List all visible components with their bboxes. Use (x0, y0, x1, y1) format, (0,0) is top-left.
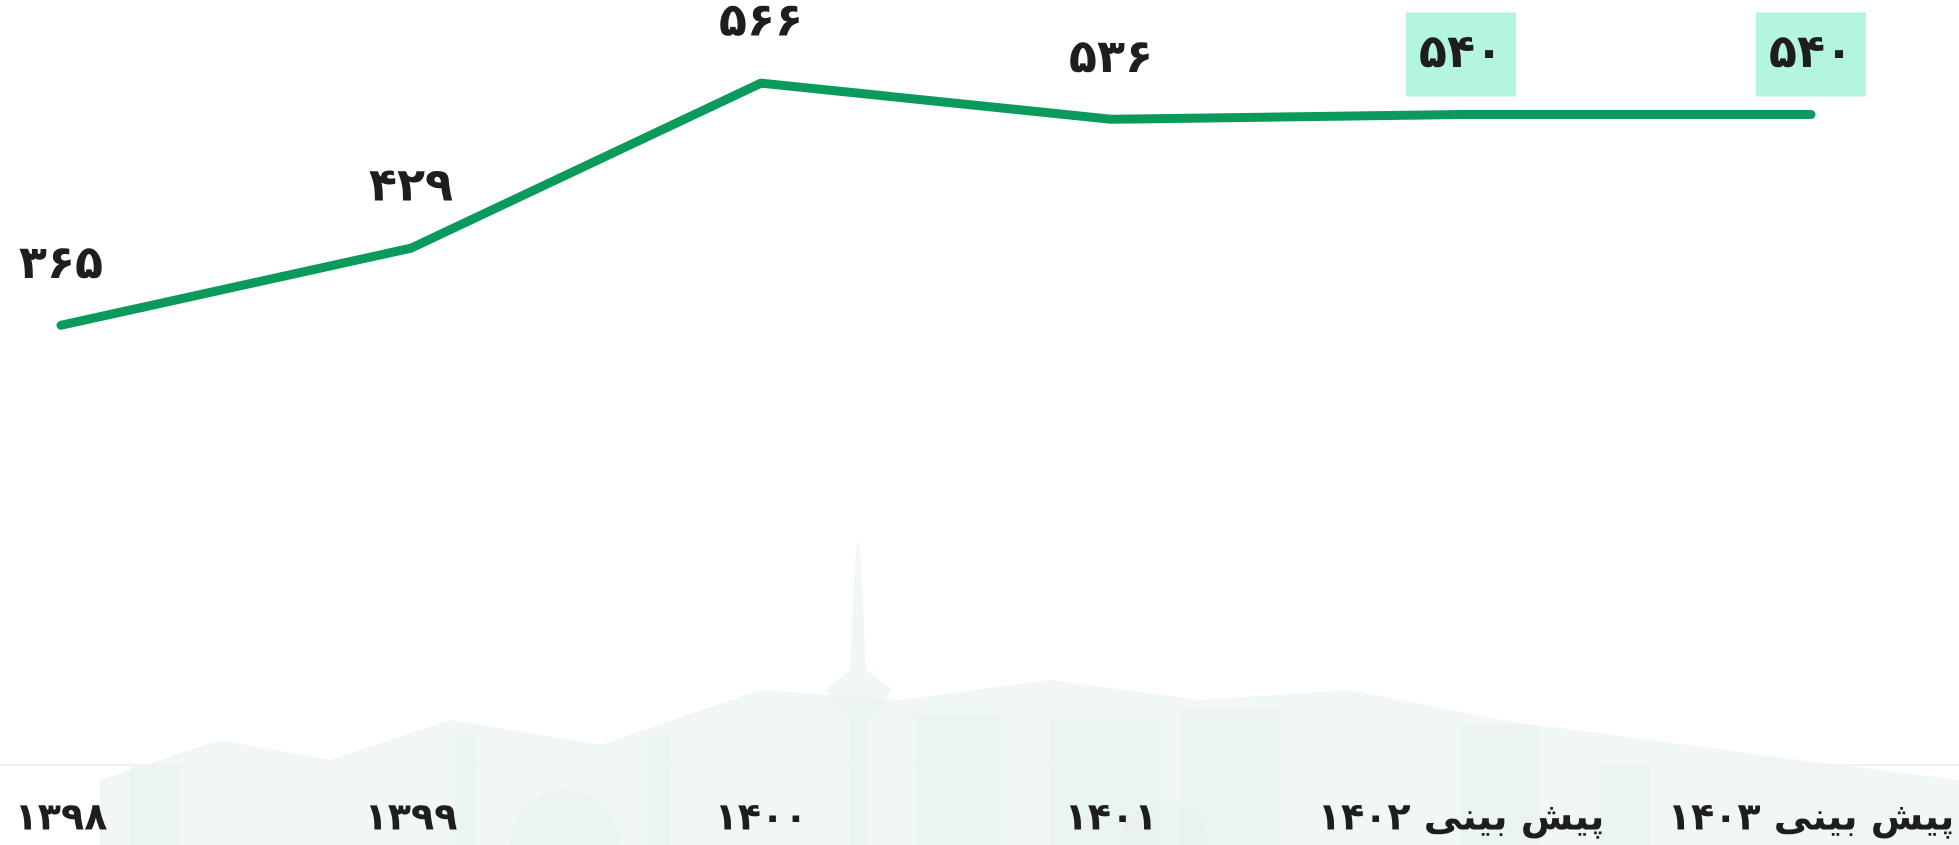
x-tick-label: پیش بینی ۱۴۰۳ (1668, 795, 1954, 839)
value-label: ۳۶۵ (19, 235, 103, 289)
value-label: ۴۲۹ (369, 158, 453, 212)
x-tick-label: ۱۴۰۱ (1065, 795, 1158, 839)
value-label: ۵۴۰ (1769, 24, 1853, 78)
value-label: ۵۳۶ (1069, 29, 1153, 83)
x-tick-label: ۱۳۹۹ (365, 795, 458, 839)
value-label-group: ۳۶۵ (19, 235, 103, 289)
x-tick-label: پیش بینی ۱۴۰۲ (1318, 795, 1604, 839)
value-label: ۵۴۰ (1419, 24, 1503, 78)
x-tick-label: ۱۴۰۰ (715, 795, 808, 839)
value-label-group: ۵۳۶ (1069, 29, 1153, 83)
value-label-group: ۴۲۹ (369, 158, 453, 212)
data-line (61, 83, 1811, 325)
value-label-group: ۵۴۰ (1406, 12, 1516, 96)
value-label-group: ۵۶۶ (719, 0, 803, 47)
value-label: ۵۶۶ (719, 0, 803, 47)
chart: ۱۳۹۸ ۱۳۹۹ ۱۴۰۰ ۱۴۰۱ پیش بینی ۱۴۰۲ پیش بینی ۱۴… (0, 0, 1959, 845)
page: {"chart_data": {"type": "line", "categor… (0, 0, 1959, 845)
value-label-group: ۵۴۰ (1756, 12, 1866, 96)
x-tick-label: ۱۳۹۸ (15, 795, 108, 839)
